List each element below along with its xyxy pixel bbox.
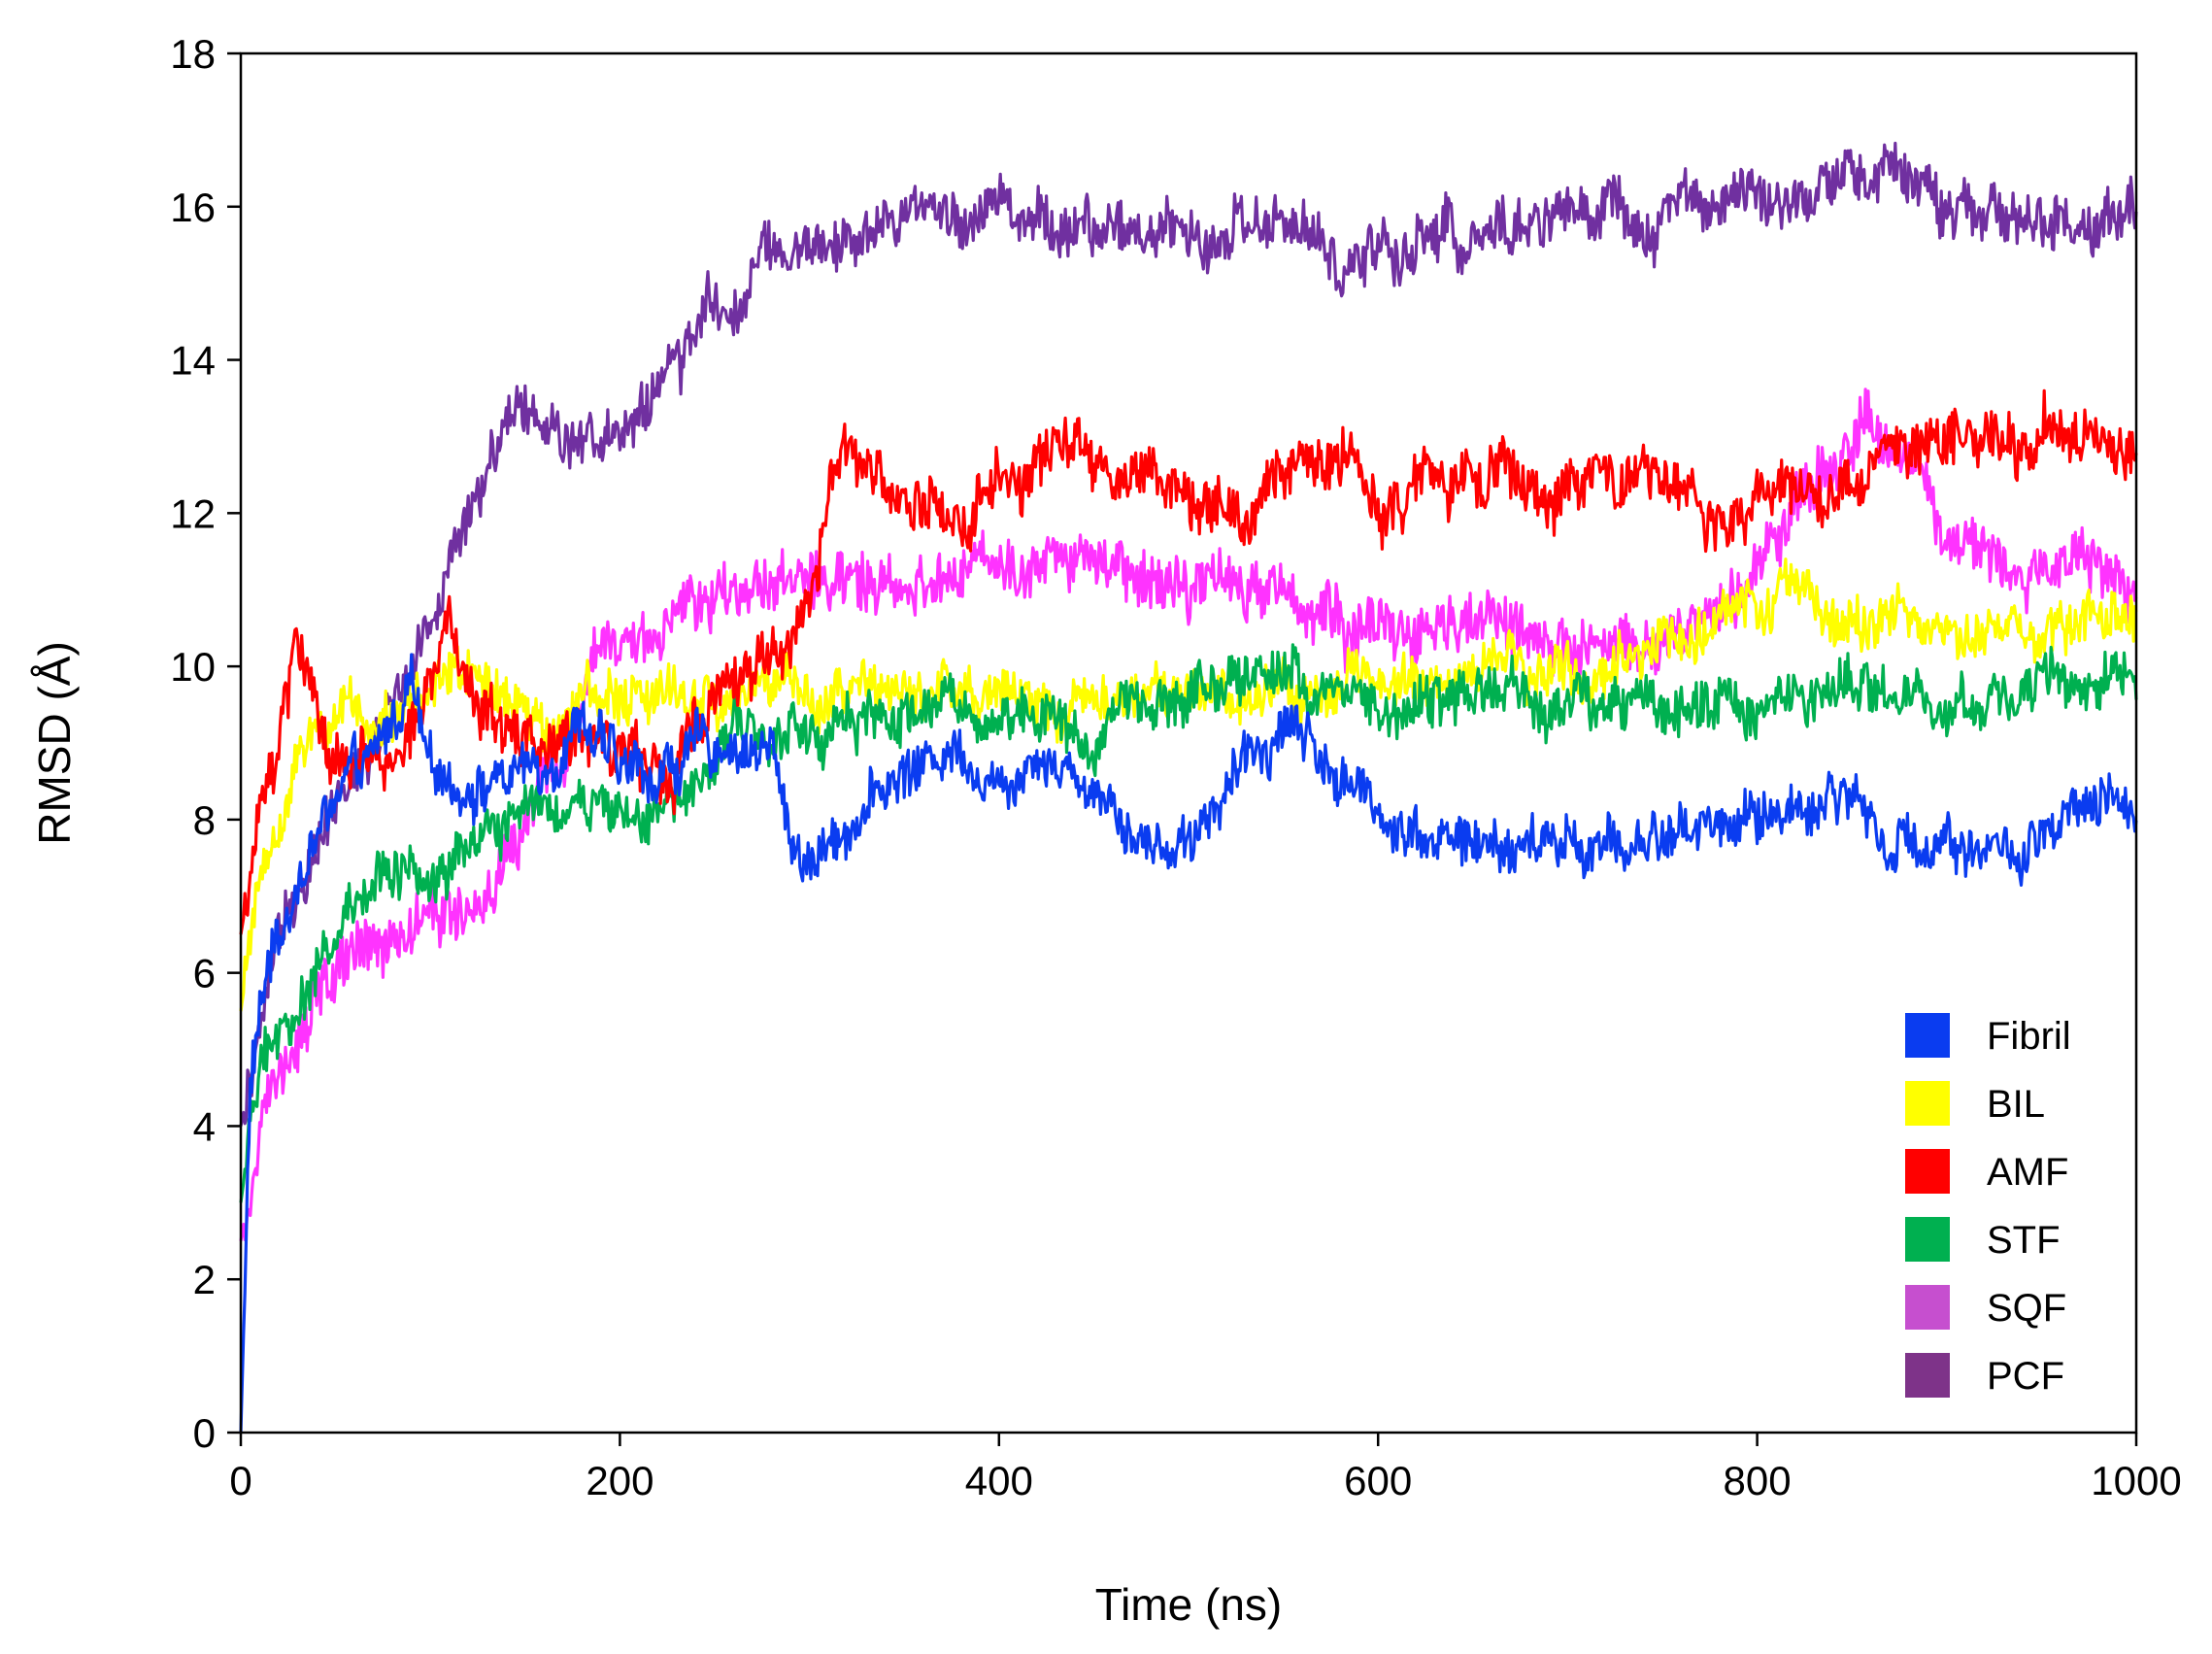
legend-swatch-stf (1905, 1217, 1950, 1262)
y-axis-label: RMSD (Å) (29, 641, 80, 845)
y-tick-label: 4 (193, 1103, 216, 1149)
x-tick-label: 800 (1724, 1458, 1792, 1503)
legend-label-pcf: PCF (1987, 1355, 2064, 1398)
x-tick-label: 200 (586, 1458, 654, 1503)
y-tick-label: 6 (193, 951, 216, 996)
y-tick-label: 10 (170, 644, 216, 690)
y-tick-label: 0 (193, 1410, 216, 1456)
legend-swatch-pcf (1905, 1353, 1950, 1398)
series-line-stf (239, 643, 2138, 1203)
y-tick-label: 14 (170, 338, 216, 384)
y-tick-label: 2 (193, 1257, 216, 1302)
series-line-amf (239, 388, 2138, 935)
y-tick-label: 8 (193, 797, 216, 843)
legend-label-bil: BIL (1987, 1083, 2045, 1126)
axes-layer: 0 2 4 6 8 10 12 14 16 18 0 200 400 600 800 1000 (170, 31, 2181, 1503)
legend-swatch-bil (1905, 1081, 1950, 1126)
x-tick-label: 600 (1344, 1458, 1412, 1503)
legend-swatch-fibril (1905, 1013, 1950, 1058)
legend-label-sqf: SQF (1987, 1287, 2066, 1330)
x-axis-label: Time (ns) (1095, 1579, 1283, 1630)
legend: Fibril BIL AMF STF SQF PCF (1905, 1013, 2071, 1398)
series-layer (239, 141, 2138, 1434)
series-line-pcf (239, 141, 2138, 1127)
plot-frame (239, 51, 2138, 1435)
legend-label-stf: STF (1987, 1219, 2061, 1262)
series-line-fibril (239, 653, 2138, 1434)
x-tick-label: 1000 (2091, 1458, 2181, 1503)
legend-swatch-sqf (1905, 1285, 1950, 1330)
y-tick-label: 12 (170, 490, 216, 536)
legend-label-fibril: Fibril (1987, 1015, 2071, 1058)
legend-label-amf: AMF (1987, 1151, 2068, 1194)
x-tick-label: 0 (229, 1458, 251, 1503)
legend-swatch-amf (1905, 1149, 1950, 1194)
y-tick-label: 18 (170, 31, 216, 77)
y-tick-label: 16 (170, 185, 216, 230)
x-tick-label: 400 (965, 1458, 1033, 1503)
